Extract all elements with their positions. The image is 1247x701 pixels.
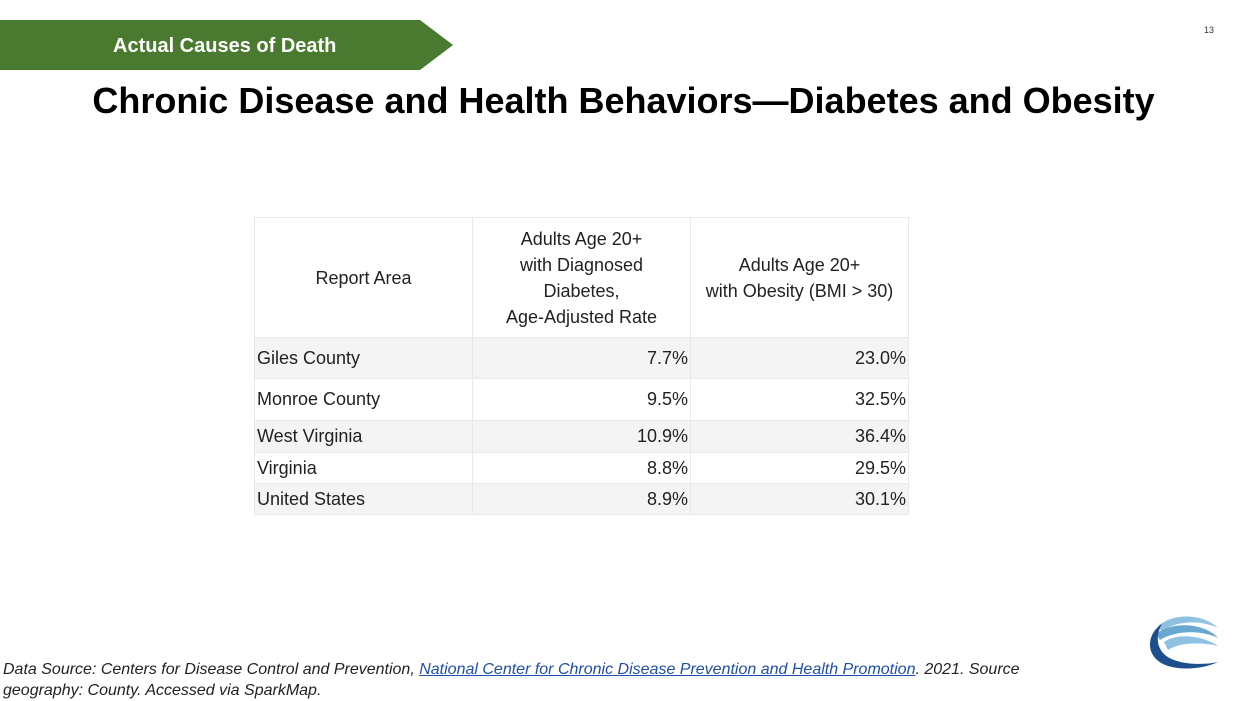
row-obesity-rate: 32.5% <box>690 378 909 421</box>
row-diabetes-rate: 9.5% <box>472 378 691 421</box>
header-diabetes: Adults Age 20+ with Diagnosed Diabetes, … <box>472 217 691 338</box>
organization-logo-icon <box>1149 616 1218 669</box>
row-obesity-rate: 30.1% <box>690 483 909 515</box>
row-area: Virginia <box>254 452 473 484</box>
row-diabetes-rate: 8.9% <box>472 483 691 515</box>
data-source-note: Data Source: Centers for Disease Control… <box>3 659 1083 701</box>
table-header-row: Report Area Adults Age 20+ with Diagnose… <box>254 217 909 338</box>
row-area: West Virginia <box>254 420 473 453</box>
table-row: United States 8.9% 30.1% <box>254 483 909 515</box>
row-area: Giles County <box>254 337 473 379</box>
banner-label: Actual Causes of Death <box>113 35 337 57</box>
row-obesity-rate: 36.4% <box>690 420 909 453</box>
row-obesity-rate: 29.5% <box>690 452 909 484</box>
slide-number: 13 <box>1203 25 1214 35</box>
data-table: Report Area Adults Age 20+ with Diagnose… <box>254 217 909 515</box>
section-banner: Actual Causes of Death <box>0 20 453 70</box>
source-suffix: . 2021. Source geography: County. Access… <box>3 661 1020 699</box>
banner-arrow-shape <box>0 20 453 70</box>
row-diabetes-rate: 8.8% <box>472 452 691 484</box>
row-diabetes-rate: 7.7% <box>472 337 691 379</box>
row-area: Monroe County <box>254 378 473 421</box>
row-obesity-rate: 23.0% <box>690 337 909 379</box>
header-report-area: Report Area <box>254 217 473 338</box>
header-obesity: Adults Age 20+ with Obesity (BMI > 30) <box>690 217 909 338</box>
row-area: United States <box>254 483 473 515</box>
table-row: Virginia 8.8% 29.5% <box>254 452 909 484</box>
table-row: Monroe County 9.5% 32.5% <box>254 378 909 421</box>
page-title: Chronic Disease and Health Behaviors—Dia… <box>92 80 1155 121</box>
source-link[interactable]: National Center for Chronic Disease Prev… <box>419 661 916 678</box>
source-prefix: Data Source: Centers for Disease Control… <box>3 661 420 678</box>
row-diabetes-rate: 10.9% <box>472 420 691 453</box>
table-row: Giles County 7.7% 23.0% <box>254 337 909 379</box>
table-row: West Virginia 10.9% 36.4% <box>254 420 909 453</box>
